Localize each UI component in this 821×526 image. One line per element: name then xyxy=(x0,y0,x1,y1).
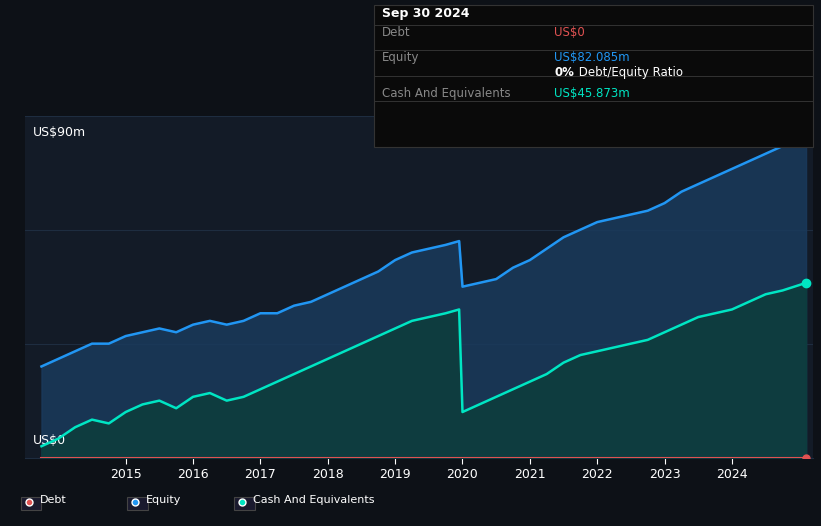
Text: Debt: Debt xyxy=(382,26,410,39)
Text: Cash And Equivalents: Cash And Equivalents xyxy=(253,495,374,505)
Text: Debt/Equity Ratio: Debt/Equity Ratio xyxy=(575,66,683,79)
Text: US$82.085m: US$82.085m xyxy=(554,51,630,64)
Text: 0%: 0% xyxy=(554,66,574,79)
Text: US$0: US$0 xyxy=(554,26,585,39)
Text: Equity: Equity xyxy=(146,495,181,505)
Text: Debt: Debt xyxy=(39,495,67,505)
Text: Equity: Equity xyxy=(382,51,420,64)
Text: Sep 30 2024: Sep 30 2024 xyxy=(382,7,470,20)
Text: US$45.873m: US$45.873m xyxy=(554,87,630,100)
Text: Cash And Equivalents: Cash And Equivalents xyxy=(382,87,511,100)
Text: US$90m: US$90m xyxy=(33,126,85,139)
Text: US$0: US$0 xyxy=(33,434,66,447)
